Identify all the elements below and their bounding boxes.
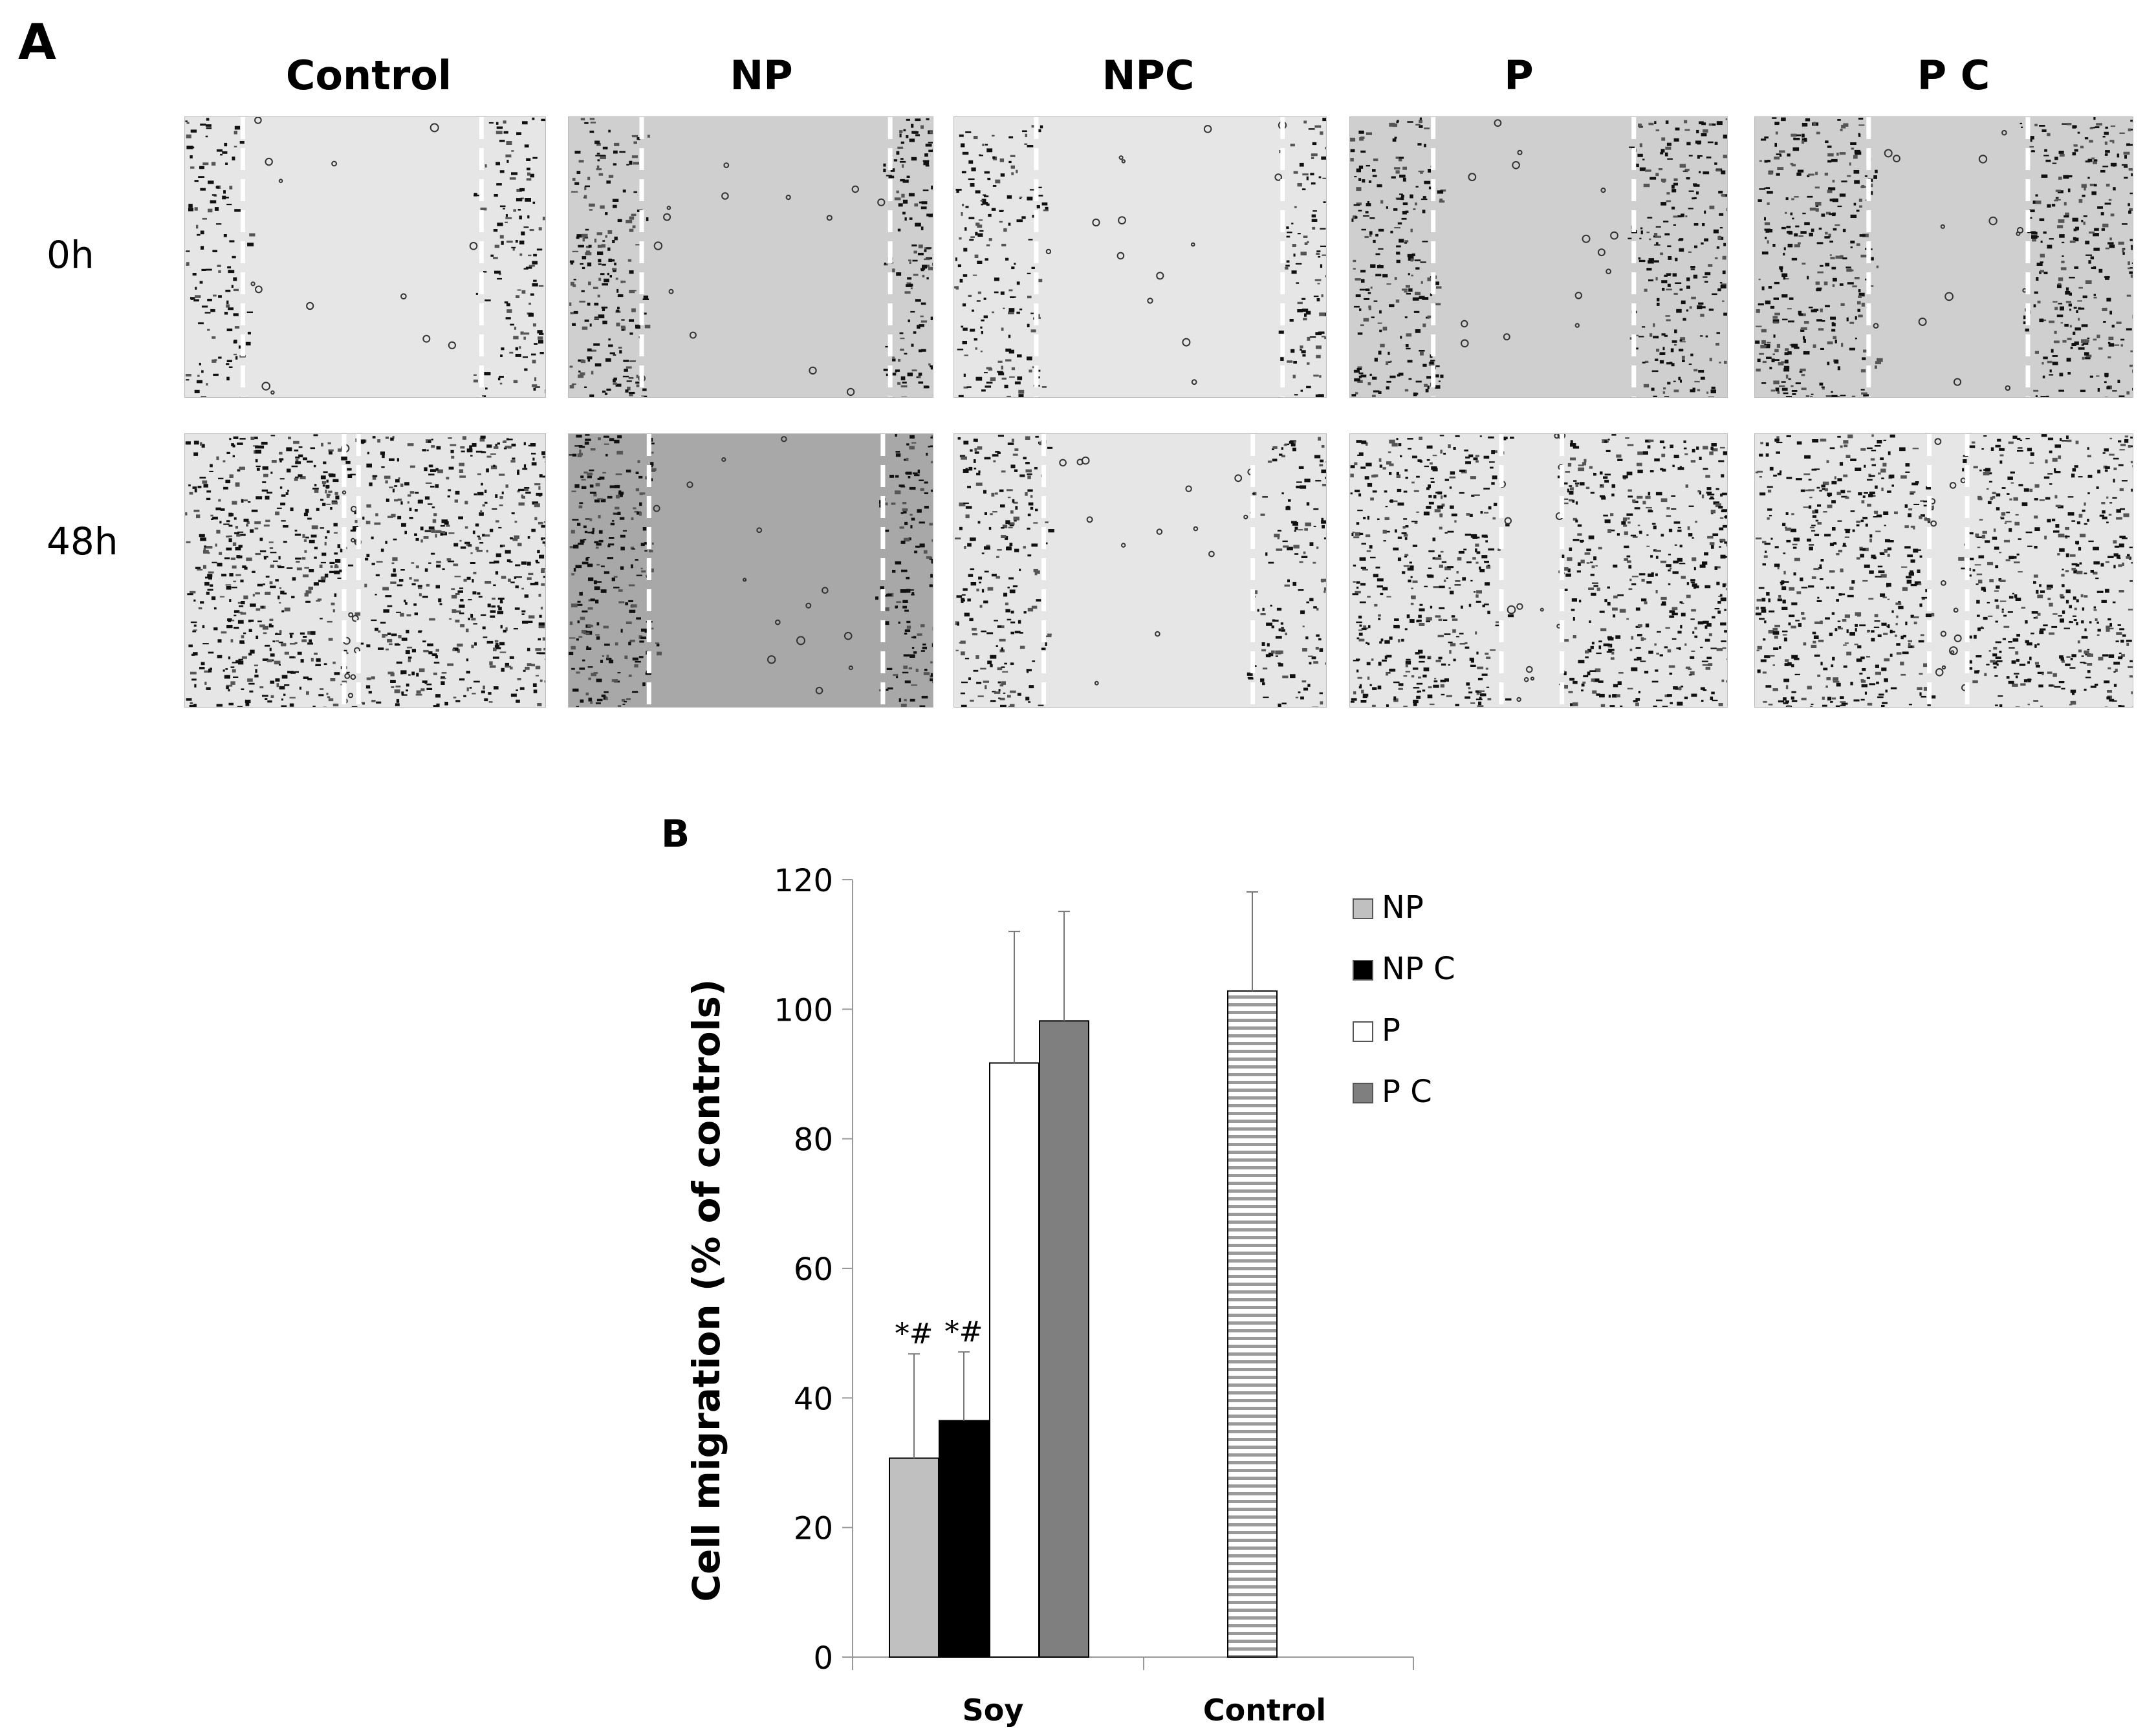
y-tick-label: 40: [794, 1381, 833, 1417]
y-tick-label: 80: [794, 1122, 833, 1158]
significance-annotation: *#: [895, 1318, 933, 1351]
panel-b-label: B: [661, 812, 690, 856]
significance-annotation: *#: [945, 1316, 983, 1349]
micrograph-p-48h: [1349, 433, 1728, 708]
y-tick-label: 60: [794, 1252, 833, 1288]
column-title-pc: P C: [1917, 52, 1990, 99]
legend-swatch: [1353, 1021, 1373, 1042]
micrograph-npc-48h: [953, 433, 1327, 708]
legend-label: P: [1382, 1012, 1400, 1048]
bar-p-c: [1039, 1020, 1089, 1658]
bar-control: [1227, 990, 1278, 1658]
micrograph-np-48h: [568, 433, 933, 708]
micrograph-control-48h: [184, 433, 546, 708]
y-tick-label: 120: [774, 863, 833, 899]
y-axis-label: Cell migration (% of controls): [684, 979, 728, 1601]
row-label-48h: 48h: [47, 519, 118, 563]
micrograph-np-0h: [568, 116, 933, 398]
column-title-np: NP: [730, 52, 793, 99]
column-title-p: P: [1504, 52, 1534, 99]
bar-np: [889, 1457, 939, 1658]
micrograph-pc-48h: [1754, 433, 2133, 708]
bar-p: [989, 1062, 1040, 1658]
micrograph-npc-0h: [953, 116, 1327, 398]
legend-label: NP C: [1382, 951, 1455, 987]
column-title-npc: NPC: [1102, 52, 1195, 99]
column-title-control: Control: [285, 52, 452, 99]
y-tick-label: 100: [774, 992, 833, 1028]
panel-a-label: A: [18, 13, 56, 71]
x-category-label: Control: [1203, 1693, 1326, 1728]
legend-label: P C: [1382, 1074, 1432, 1110]
legend-swatch: [1353, 960, 1373, 981]
legend-label: NP: [1382, 889, 1424, 926]
micrograph-control-0h: [184, 116, 546, 398]
legend-swatch: [1353, 1083, 1373, 1103]
legend-swatch: [1353, 898, 1373, 919]
x-category-label: Soy: [963, 1693, 1024, 1728]
bar-np-c: [939, 1420, 989, 1658]
row-label-0h: 0h: [47, 233, 94, 277]
micrograph-pc-0h: [1754, 116, 2133, 398]
y-tick-label: 20: [794, 1511, 833, 1547]
micrograph-p-0h: [1349, 116, 1728, 398]
y-tick-label: 0: [813, 1640, 833, 1676]
